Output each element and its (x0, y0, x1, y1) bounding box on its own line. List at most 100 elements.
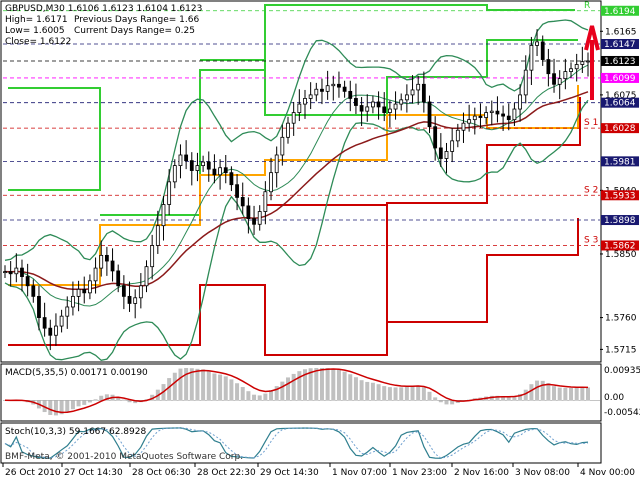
candle-body (212, 168, 217, 176)
candle-body (393, 103, 398, 110)
candle-body (235, 184, 239, 198)
x-tick-label-0: 26 Oct 2010 (5, 468, 61, 478)
bollinger-upper (4, 19, 589, 261)
candle-body (138, 285, 143, 299)
ma-line (4, 91, 589, 291)
candle-body (246, 205, 251, 220)
candle-body (104, 254, 109, 262)
symbol-line: GBPUSD,M30 1.6106 1.6123 1.6104 1.6123 (5, 4, 202, 14)
bollinger-middle (4, 64, 589, 307)
level-tag-text-6: 1.5981 (604, 157, 636, 167)
candle-body (331, 83, 336, 87)
level-tag-text-9: 1.5862 (604, 241, 636, 251)
level-step-2 (200, 39, 578, 116)
x-tick-label-4: 29 Oct 14:30 (260, 468, 319, 478)
level-tag-3 (601, 72, 639, 83)
candle-body (359, 105, 364, 112)
candle-body (320, 88, 324, 92)
curr-range: Current Days Range= 0.25 (74, 26, 195, 36)
candle-body (365, 106, 370, 112)
level-marker-5: S 1 (584, 118, 598, 128)
candle-body (371, 101, 375, 108)
level-marker-9: S 3 (584, 235, 598, 245)
candle-body (387, 108, 392, 113)
candle-body (269, 172, 273, 193)
macd-signal-line (4, 368, 589, 414)
candle-body (257, 211, 262, 225)
x-tick-label-1: 27 Oct 14:30 (64, 468, 123, 478)
x-tick-label-5: 1 Nov 07:00 (332, 468, 387, 478)
candle-body (552, 73, 556, 85)
candle-body (25, 276, 30, 287)
candle-body (506, 115, 511, 121)
stoch-plot (4, 427, 589, 459)
y-tick-label-0: 1.6165 (605, 27, 637, 37)
stoch-panel-frame (0, 422, 602, 464)
candle-body (172, 165, 177, 183)
candle-body (399, 99, 404, 105)
candle-body (501, 113, 505, 117)
candle-body (376, 101, 381, 108)
candle-body (201, 161, 206, 166)
candle-body (161, 204, 166, 227)
candle-body (416, 83, 421, 91)
macd-tick-bottom: -0.00542 (604, 408, 640, 418)
candle-body (518, 94, 522, 110)
candle-body (569, 68, 573, 72)
macd-tick-zero: 0.00 (604, 393, 624, 403)
level-marker-7: S 2 (584, 185, 598, 195)
y-tick-label-5: 1.5715 (605, 345, 637, 355)
y-tick-label-1: 1.6075 (605, 91, 637, 101)
candle-body (523, 69, 528, 96)
candle-body (438, 147, 443, 159)
level-tag-6 (601, 156, 639, 167)
x-tick-label-9: 4 Nov 00:00 (580, 468, 635, 478)
candle-body (286, 122, 290, 138)
level-tag-text-4: 1.6064 (604, 99, 636, 109)
price-axis: 1.61651.60751.59401.58501.57601.57151.61… (584, 1, 639, 355)
level-tag-text-7: 1.5933 (604, 191, 636, 201)
y-tick-label-4: 1.5760 (605, 314, 637, 324)
candle-body (88, 280, 92, 294)
candle-body (240, 197, 245, 207)
level-step-4 (265, 204, 579, 323)
candle-body (489, 110, 494, 113)
candle-body (427, 101, 432, 128)
candles (3, 29, 590, 351)
candle-body (3, 271, 7, 274)
candle-body (218, 167, 222, 176)
candle-body (546, 59, 551, 75)
candle-body (229, 172, 234, 186)
candle-body (155, 225, 160, 246)
candle-body (303, 98, 307, 105)
level-tag-text-1: 1.6147 (604, 40, 636, 50)
candle-body (455, 129, 460, 142)
candle-body (31, 285, 36, 297)
macd-tick-top: 0.00935 (604, 366, 640, 376)
candle-body (337, 83, 341, 88)
macd-plot (3, 368, 600, 416)
candle-body (410, 89, 415, 96)
candle-body (484, 112, 489, 118)
candle-body (433, 126, 438, 149)
candle-body (82, 288, 87, 294)
level-marker-0: R (584, 1, 590, 11)
candle-body (404, 94, 409, 101)
x-tick-label-7: 2 Nov 16:00 (454, 468, 509, 478)
candle-body (178, 154, 183, 166)
candle-body (127, 295, 132, 304)
candle-body (37, 295, 41, 318)
candle-body (133, 297, 138, 304)
candle-body (280, 136, 285, 156)
candle-body (8, 271, 13, 275)
x-tick-label-2: 28 Oct 06:30 (132, 468, 191, 478)
candle-body (48, 327, 53, 336)
candle-body (478, 115, 483, 118)
x-tick-label-3: 28 Oct 22:30 (197, 468, 256, 478)
candle-body (274, 154, 279, 174)
level-tag-text-8: 1.5898 (604, 216, 636, 226)
low-line: Low= 1.6005 (5, 26, 65, 36)
candle-body (467, 119, 472, 124)
candle-body (65, 306, 70, 317)
